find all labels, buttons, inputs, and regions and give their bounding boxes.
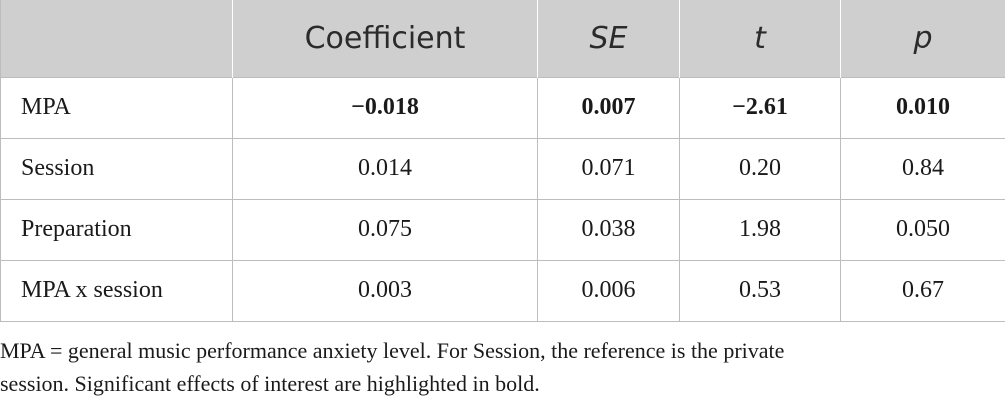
header-coefficient: Coefficient — [232, 0, 538, 77]
cell-p: 0.67 — [840, 259, 1005, 322]
cell-se: 0.071 — [537, 137, 680, 200]
cell-p: 0.050 — [840, 198, 1005, 261]
cell-t: 0.20 — [679, 137, 841, 200]
footnote-line: MPA = general music performance anxiety … — [0, 338, 785, 363]
footnote-line: session. Significant effects of interest… — [0, 371, 540, 396]
header-blank — [0, 0, 233, 77]
table-header: Coefficient SE t p — [0, 0, 1005, 77]
cell-t: 1.98 — [679, 198, 841, 261]
row-label: MPA x session — [0, 259, 233, 322]
cell-coefficient: −0.018 — [232, 76, 538, 139]
cell-t: −2.61 — [679, 76, 841, 139]
cell-p: 0.84 — [840, 137, 1005, 200]
table-row: Preparation 0.075 0.038 1.98 0.050 — [0, 198, 1005, 261]
row-label: Session — [0, 137, 233, 200]
cell-coefficient: 0.075 — [232, 198, 538, 261]
row-label: MPA — [0, 76, 233, 139]
header-p: p — [840, 0, 1005, 77]
table-footnote: MPA = general music performance anxiety … — [0, 334, 1000, 400]
table-row: MPA −0.018 0.007 −2.61 0.010 — [0, 76, 1005, 139]
results-table-container: Coefficient SE t p MPA −0.018 0.007 −2.6… — [0, 0, 1005, 322]
regression-results-table: Coefficient SE t p MPA −0.018 0.007 −2.6… — [0, 0, 1005, 322]
row-label: Preparation — [0, 198, 233, 261]
header-se: SE — [537, 0, 680, 77]
cell-p: 0.010 — [840, 76, 1005, 139]
cell-se: 0.006 — [537, 259, 680, 322]
table-row: Session 0.014 0.071 0.20 0.84 — [0, 137, 1005, 200]
header-t: t — [679, 0, 841, 77]
table-body: MPA −0.018 0.007 −2.61 0.010 Session 0.0… — [0, 76, 1005, 322]
cell-coefficient: 0.014 — [232, 137, 538, 200]
table-row: MPA x session 0.003 0.006 0.53 0.67 — [0, 259, 1005, 322]
cell-se: 0.007 — [537, 76, 680, 139]
cell-t: 0.53 — [679, 259, 841, 322]
cell-se: 0.038 — [537, 198, 680, 261]
cell-coefficient: 0.003 — [232, 259, 538, 322]
header-row: Coefficient SE t p — [0, 0, 1005, 77]
